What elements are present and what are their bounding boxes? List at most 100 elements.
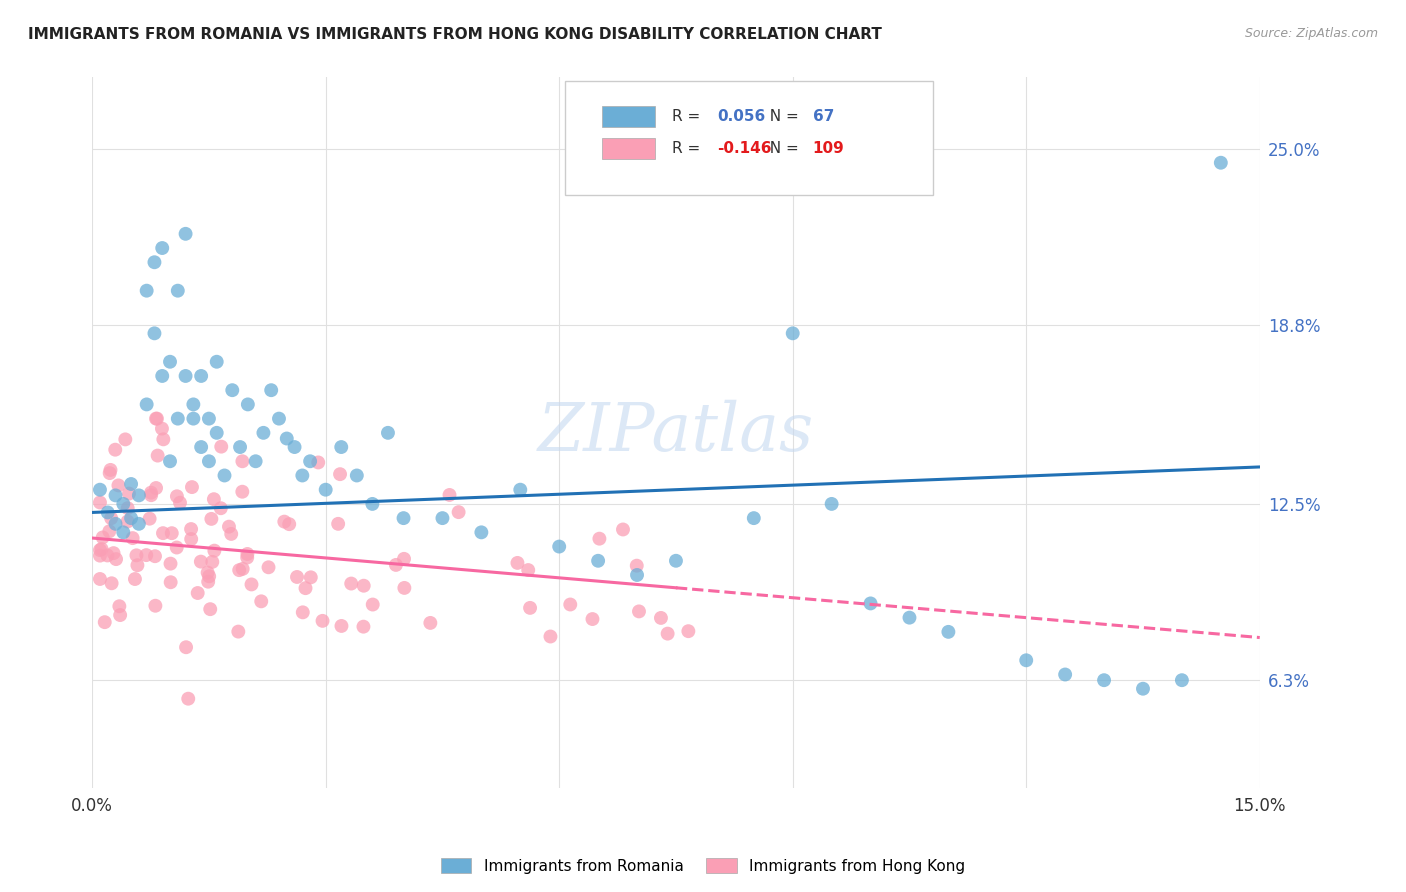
- Point: [273, 515, 295, 529]
- Point: [278, 517, 301, 532]
- Point: [276, 432, 298, 446]
- Point: [232, 562, 254, 576]
- Point: [626, 568, 648, 582]
- Point: [181, 480, 204, 494]
- Point: [548, 540, 571, 554]
- Point: [120, 511, 142, 525]
- Point: [145, 599, 167, 613]
- Point: [205, 425, 228, 440]
- Point: [678, 624, 700, 639]
- Point: [177, 691, 200, 706]
- Point: [112, 525, 135, 540]
- Point: [361, 497, 384, 511]
- Point: [108, 608, 131, 623]
- Point: [89, 572, 111, 586]
- Point: [183, 411, 205, 425]
- Point: [1054, 667, 1077, 681]
- Point: [650, 611, 672, 625]
- Point: [392, 511, 415, 525]
- Point: [328, 516, 350, 531]
- Point: [125, 549, 148, 563]
- Point: [581, 612, 603, 626]
- Point: [97, 505, 120, 519]
- Point: [145, 411, 167, 425]
- Point: [657, 626, 679, 640]
- Point: [294, 581, 316, 595]
- Point: [90, 542, 112, 557]
- Point: [315, 483, 337, 497]
- Point: [159, 454, 181, 468]
- Point: [820, 497, 842, 511]
- FancyBboxPatch shape: [602, 106, 655, 128]
- Point: [353, 579, 375, 593]
- Point: [470, 525, 492, 540]
- Point: [180, 522, 202, 536]
- Point: [665, 554, 688, 568]
- Point: [98, 466, 121, 480]
- Point: [506, 556, 529, 570]
- Point: [198, 569, 221, 583]
- Point: [174, 227, 197, 241]
- Point: [104, 516, 127, 531]
- Point: [159, 575, 181, 590]
- Point: [143, 326, 166, 341]
- Point: [135, 397, 157, 411]
- Point: [252, 425, 274, 440]
- Point: [187, 586, 209, 600]
- Point: [267, 411, 290, 425]
- Point: [93, 615, 115, 629]
- Point: [150, 241, 173, 255]
- Point: [190, 555, 212, 569]
- Point: [307, 455, 329, 469]
- Point: [330, 440, 353, 454]
- Point: [143, 549, 166, 564]
- Point: [257, 560, 280, 574]
- Point: [152, 526, 174, 541]
- Point: [105, 552, 128, 566]
- Point: [517, 563, 540, 577]
- Point: [200, 512, 222, 526]
- Point: [612, 523, 634, 537]
- Point: [228, 563, 250, 577]
- Text: N =: N =: [761, 109, 804, 124]
- Point: [166, 411, 188, 425]
- Point: [198, 454, 221, 468]
- Point: [538, 630, 561, 644]
- Point: [107, 478, 129, 492]
- Point: [560, 598, 582, 612]
- Point: [121, 531, 143, 545]
- Point: [1092, 673, 1115, 688]
- Point: [1171, 673, 1194, 688]
- Point: [141, 488, 163, 502]
- Point: [859, 596, 882, 610]
- Point: [112, 497, 135, 511]
- Point: [166, 541, 188, 555]
- Point: [100, 511, 122, 525]
- Point: [439, 488, 461, 502]
- Point: [291, 468, 314, 483]
- Point: [183, 397, 205, 411]
- Point: [174, 640, 197, 655]
- Point: [117, 501, 139, 516]
- Point: [1209, 155, 1232, 169]
- Point: [361, 598, 384, 612]
- Point: [394, 581, 416, 595]
- Text: IMMIGRANTS FROM ROMANIA VS IMMIGRANTS FROM HONG KONG DISABILITY CORRELATION CHAR: IMMIGRANTS FROM ROMANIA VS IMMIGRANTS FR…: [28, 27, 882, 42]
- Point: [166, 284, 188, 298]
- Point: [169, 496, 191, 510]
- Point: [91, 531, 114, 545]
- Point: [392, 552, 415, 566]
- Point: [138, 511, 160, 525]
- Point: [120, 477, 142, 491]
- Point: [385, 558, 408, 572]
- Point: [98, 524, 121, 539]
- Point: [201, 555, 224, 569]
- Point: [117, 515, 139, 529]
- Text: -0.146: -0.146: [717, 141, 772, 156]
- Point: [89, 543, 111, 558]
- Text: N =: N =: [761, 141, 804, 156]
- Point: [135, 548, 157, 562]
- Point: [509, 483, 531, 497]
- Point: [231, 454, 253, 468]
- Point: [214, 468, 236, 483]
